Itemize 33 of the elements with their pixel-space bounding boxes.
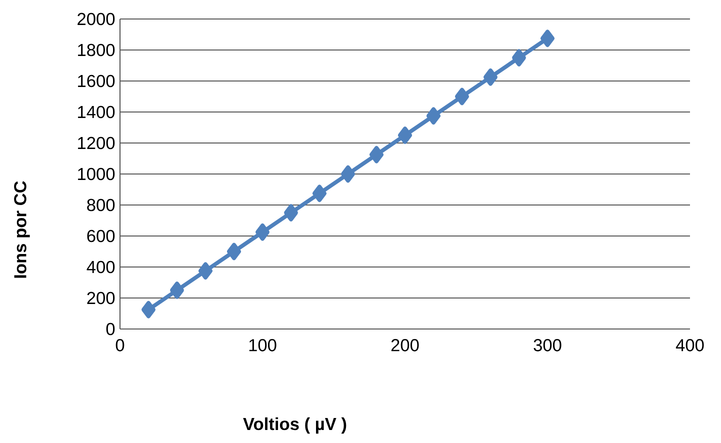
point	[312, 184, 326, 202]
y-tick-label: 1800	[78, 44, 115, 56]
x-tick-label: 0	[116, 339, 124, 352]
y-tick-label: 2000	[78, 12, 115, 26]
point	[370, 146, 384, 164]
point	[170, 282, 184, 299]
y-axis-title: Ions por CC	[14, 181, 30, 278]
point	[455, 88, 469, 106]
point	[284, 204, 298, 222]
point	[512, 49, 526, 66]
point	[540, 30, 554, 48]
y-tick-label: 600	[87, 230, 115, 242]
point	[398, 126, 412, 144]
y-tick-label: 0	[106, 322, 115, 336]
y-tick-label: 200	[87, 292, 115, 304]
point	[198, 262, 212, 280]
y-tick-label: 800	[87, 198, 115, 212]
point	[484, 68, 498, 86]
point	[142, 300, 156, 318]
x-tick-label: 400	[676, 339, 704, 352]
x-axis-title: Voltios ( µV )	[243, 417, 346, 434]
x-tick-label: 300	[534, 339, 562, 352]
point	[227, 242, 241, 260]
point	[256, 223, 270, 241]
point	[426, 107, 440, 125]
x-tick-label: 200	[391, 339, 419, 352]
y-tick-label: 1000	[78, 168, 115, 180]
y-tick-label: 1200	[78, 136, 115, 150]
y-tick-label: 1600	[78, 74, 115, 88]
y-tick-label: 1400	[78, 106, 115, 118]
x-tick-label: 100	[249, 339, 276, 352]
y-tick-label: 400	[86, 260, 115, 274]
point	[341, 165, 355, 183]
